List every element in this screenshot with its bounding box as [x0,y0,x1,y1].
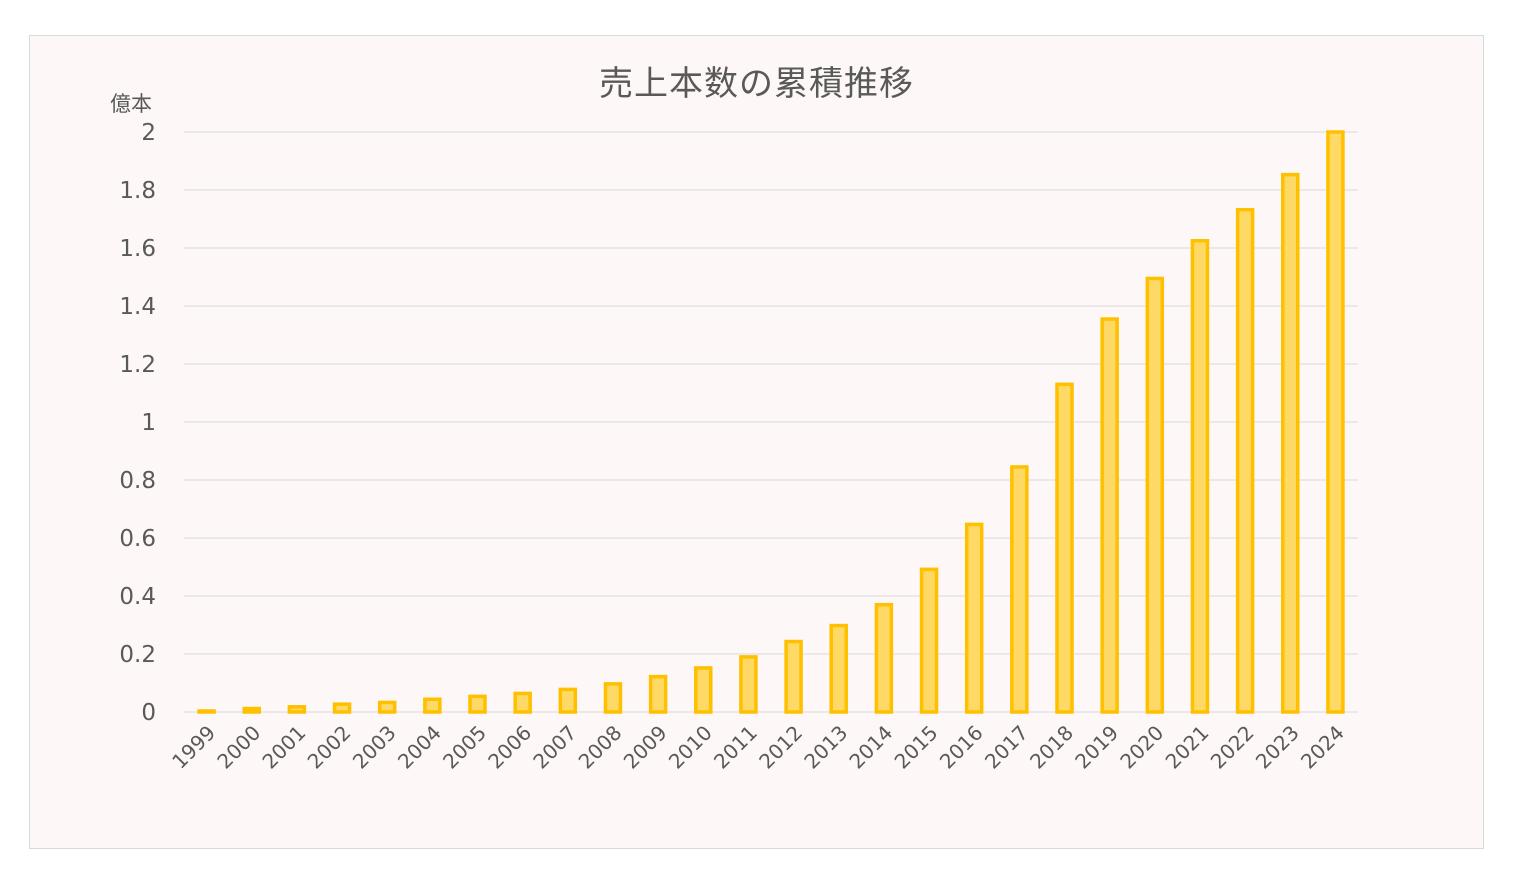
x-tick-label: 2022 [1206,721,1259,774]
x-tick-label: 2000 [212,721,265,774]
plot-area: 0 0.2 0.4 0.6 0.8 1 1.2 1.4 1.6 1.8 2 199920002001… [119,120,1358,774]
bar-2011 [739,655,758,714]
x-tick-label: 2024 [1296,721,1349,774]
x-tick-label: 2020 [1115,721,1168,774]
x-tick-label: 2008 [574,721,627,774]
x-tick-label: 2017 [980,721,1033,774]
y-tick-label: 0 [141,700,156,726]
bar-2019 [1100,317,1119,714]
y-tick-label: 0.6 [119,526,156,552]
y-axis-ticks: 0 0.2 0.4 0.6 0.8 1 1.2 1.4 1.6 1.8 2 [119,120,156,726]
bar-2024 [1326,130,1345,714]
y-tick-label: 1 [141,410,156,436]
gridlines [184,131,1358,713]
y-tick-label: 1.6 [119,236,156,262]
y-tick-label: 1.4 [119,294,156,320]
x-tick-label: 1999 [167,721,220,774]
x-tick-label: 2019 [1070,721,1123,774]
x-tick-label: 2014 [844,721,897,774]
x-tick-label: 2018 [1025,721,1078,774]
bar-2005 [468,694,487,714]
y-tick-label: 0.8 [119,468,156,494]
bar-2006 [513,691,532,714]
bar-2020 [1145,276,1165,714]
bar-2015 [919,567,939,714]
x-tick-label: 2011 [709,721,762,774]
x-tick-label: 2006 [483,721,536,774]
x-tick-label: 2009 [619,721,672,774]
bar-2014 [874,602,894,714]
x-tick-label: 2013 [799,721,852,774]
bar-2004 [423,697,442,714]
bar-1999 [197,709,216,714]
bars [197,130,1345,714]
chart-frame: 売上本数の累積推移 億本 0 0.2 0.4 0.6 0.8 1 1.2 1.4 1.6 1.8 2… [29,35,1484,849]
bar-2000 [242,706,261,714]
bar-2016 [964,522,984,714]
bar-2009 [648,674,668,714]
x-tick-label: 2003 [348,721,401,774]
y-tick-label: 0.2 [119,642,156,668]
x-tick-label: 2010 [664,721,717,774]
x-tick-label: 2002 [303,721,356,774]
bar-2023 [1281,172,1300,714]
y-tick-label: 0.4 [119,584,156,610]
x-tick-label: 2023 [1251,721,1304,774]
x-tick-label: 2015 [890,721,943,774]
x-tick-label: 2005 [438,721,491,774]
x-tick-label: 2016 [935,721,988,774]
bar-2017 [1010,465,1029,714]
bar-2003 [377,700,397,714]
bar-2001 [287,705,307,714]
bar-2008 [603,682,623,714]
x-tick-label: 2021 [1161,721,1214,774]
x-tick-label: 2001 [257,721,310,774]
y-axis-unit-label: 億本 [110,92,152,116]
bar-2010 [694,666,713,714]
x-tick-label: 2004 [393,721,446,774]
bar-2018 [1055,382,1074,714]
y-tick-label: 2 [141,120,156,146]
x-axis-ticks: 1999200020012002200320042005200620072008… [167,721,1349,774]
bar-2007 [558,687,578,714]
y-tick-label: 1.8 [119,178,156,204]
x-tick-label: 2007 [528,721,581,774]
bar-2021 [1190,239,1210,714]
x-tick-label: 2012 [754,721,807,774]
bar-2002 [332,702,352,714]
bar-2012 [784,639,803,714]
bar-2013 [829,623,848,714]
y-tick-label: 1.2 [119,352,156,378]
chart-title: 売上本数の累積推移 [599,64,914,104]
bar-2022 [1235,207,1255,714]
